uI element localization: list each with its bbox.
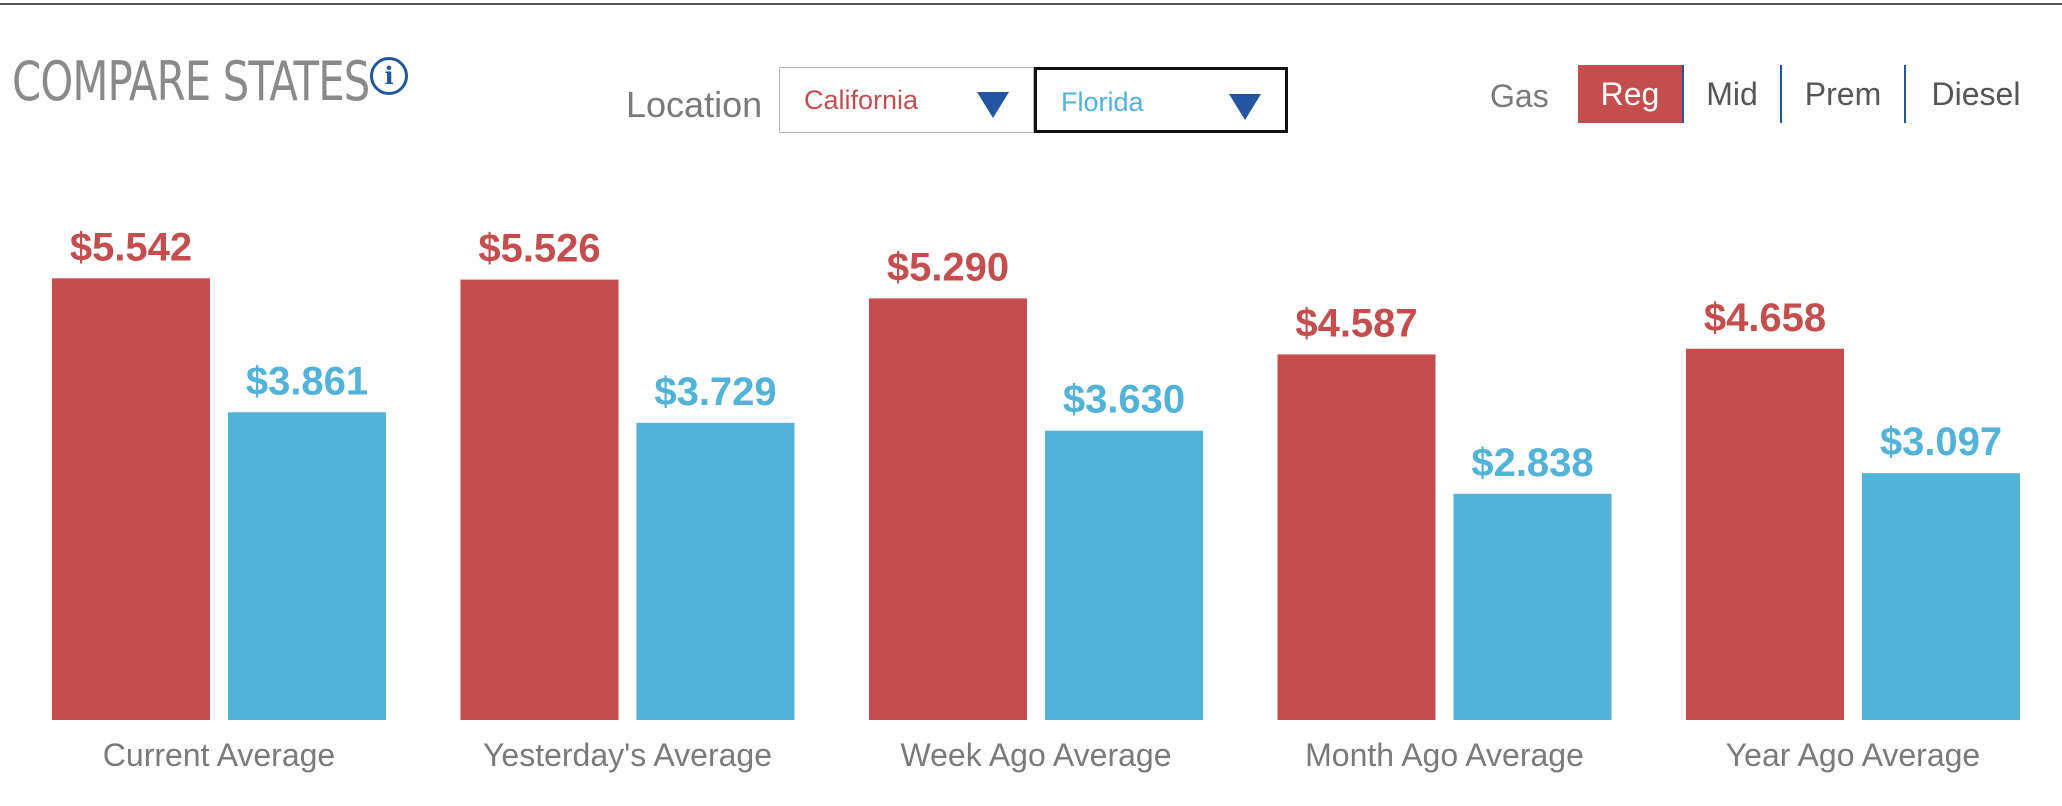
value-label-florida-2: $3.630 — [1063, 378, 1185, 422]
bar-california-1[interactable] — [460, 279, 619, 720]
value-label-california-4: $4.658 — [1704, 296, 1826, 340]
tab-divider — [1904, 65, 1906, 123]
category-label-1: Yesterday's Average — [483, 737, 772, 773]
fuel-tab-prem[interactable]: Prem — [1804, 76, 1882, 112]
value-label-florida-4: $3.097 — [1880, 420, 2002, 464]
bar-florida-0[interactable] — [228, 412, 386, 720]
fuel-tab-diesel[interactable]: Diesel — [1931, 76, 2021, 112]
state-b-select[interactable]: Florida — [1034, 67, 1288, 133]
state-a-value: California — [804, 85, 919, 115]
state-a-select[interactable]: California — [779, 67, 1034, 133]
category-label-2: Week Ago Average — [900, 737, 1171, 773]
fuel-type-label: Gas — [1490, 78, 1549, 114]
fuel-tab-mid[interactable]: Mid — [1706, 76, 1758, 112]
value-label-california-1: $5.526 — [478, 227, 600, 271]
tab-divider — [1682, 65, 1684, 123]
value-label-florida-1: $3.729 — [654, 370, 776, 414]
chevron-down-icon — [977, 92, 1009, 118]
info-icon[interactable]: i — [370, 57, 408, 95]
bar-california-4[interactable] — [1686, 348, 1844, 720]
bar-florida-3[interactable] — [1453, 493, 1612, 720]
value-label-california-2: $5.290 — [887, 245, 1009, 289]
page-title: COMPARE STATES — [12, 50, 370, 113]
fuel-tab-reg[interactable]: Reg — [1578, 65, 1682, 123]
bar-florida-2[interactable] — [1045, 430, 1203, 720]
top-divider — [0, 3, 2062, 5]
state-b-value: Florida — [1061, 87, 1144, 117]
bar-california-3[interactable] — [1277, 354, 1436, 720]
bar-florida-4[interactable] — [1862, 473, 2020, 720]
bar-florida-1[interactable] — [636, 422, 795, 720]
category-label-0: Current Average — [103, 737, 335, 773]
tab-divider — [1780, 65, 1782, 123]
bar-california-2[interactable] — [869, 298, 1027, 720]
value-label-florida-0: $3.861 — [246, 359, 368, 403]
location-label: Location — [626, 84, 763, 125]
bar-california-0[interactable] — [52, 278, 210, 720]
value-label-california-3: $4.587 — [1295, 301, 1417, 345]
category-label-4: Year Ago Average — [1726, 737, 1980, 773]
value-label-florida-3: $2.838 — [1471, 441, 1593, 485]
value-label-california-0: $5.542 — [70, 225, 192, 269]
chevron-down-icon — [1229, 94, 1261, 120]
category-label-3: Month Ago Average — [1305, 737, 1584, 773]
